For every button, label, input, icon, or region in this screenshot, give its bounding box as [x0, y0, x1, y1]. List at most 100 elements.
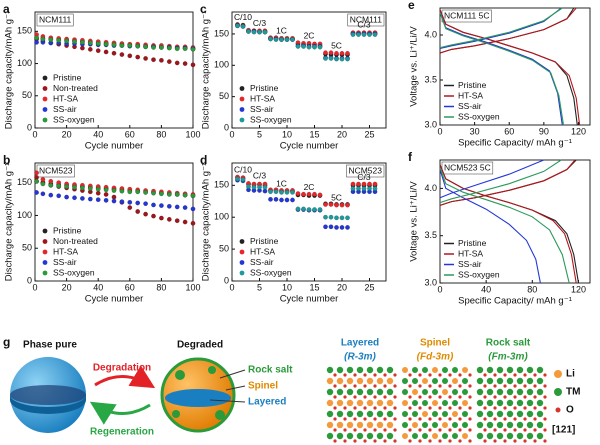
marker	[273, 37, 279, 42]
chart-title: NCM523	[348, 165, 382, 175]
legend-label: SS-air	[53, 257, 77, 267]
atom	[432, 411, 438, 417]
atom	[336, 388, 344, 396]
atom	[402, 400, 408, 406]
atom	[356, 432, 364, 440]
atom	[408, 395, 412, 399]
marker	[158, 203, 164, 209]
legend-swatch	[42, 270, 48, 276]
atom	[513, 384, 517, 388]
x-axis-label: Specific Capacity/ mAh g⁻¹	[458, 296, 572, 307]
marker	[40, 181, 46, 187]
legend-label: TM	[566, 387, 580, 398]
atom	[506, 410, 514, 418]
phase-label: Layered	[248, 397, 286, 408]
x-tick-label: 80	[527, 284, 537, 294]
x-tick-label: 5	[257, 282, 262, 292]
atom	[333, 439, 337, 443]
marker	[72, 195, 77, 201]
atom	[386, 421, 394, 429]
marker	[339, 202, 345, 208]
atom	[373, 395, 377, 399]
atom	[422, 378, 428, 384]
marker	[56, 183, 62, 189]
x-tick-label: 0	[32, 129, 37, 139]
x-tick-label: 60	[125, 282, 135, 292]
y-tick-label: 0	[224, 122, 229, 132]
space-group: (Fd-3m)	[417, 352, 454, 363]
y-tick-label: 100	[17, 58, 32, 68]
legend-label: Li	[566, 369, 575, 380]
atom	[516, 410, 524, 418]
marker	[87, 40, 93, 46]
y-tick-label: 50	[219, 91, 229, 101]
atom	[533, 384, 537, 388]
plot-frame	[34, 11, 194, 129]
marker	[350, 181, 356, 187]
marker	[56, 193, 62, 199]
x-axis-label: Cycle number	[85, 294, 144, 305]
x-tick-label: 20	[337, 129, 347, 139]
atom	[356, 421, 364, 429]
patch	[208, 366, 216, 374]
atom	[543, 428, 547, 432]
plot-frame	[439, 7, 591, 126]
atom	[343, 417, 347, 421]
atom	[336, 366, 344, 374]
caption: Phase pure	[23, 340, 77, 351]
atom	[333, 406, 337, 410]
y-tick-label: 0	[224, 275, 229, 285]
x-tick-label: 20	[62, 129, 72, 139]
panel-label: b	[3, 153, 10, 167]
marker	[158, 191, 164, 197]
marker	[151, 190, 156, 196]
atom	[343, 439, 347, 443]
marker	[290, 189, 295, 195]
atom	[333, 384, 337, 388]
atom	[418, 439, 422, 443]
phase-label: Rock salt	[248, 365, 293, 376]
y-axis-label: Discharge capacity/mAh g⁻¹	[201, 163, 212, 282]
atom	[523, 406, 527, 410]
atom	[533, 395, 537, 399]
atom	[442, 400, 448, 406]
atom	[432, 367, 438, 373]
marker	[158, 45, 164, 50]
atom	[418, 395, 422, 399]
legend-label: Pristine	[250, 83, 279, 93]
marker	[151, 57, 156, 63]
marker	[301, 44, 306, 49]
marker	[284, 37, 290, 42]
x-tick-label: 30	[470, 126, 480, 136]
atom	[373, 384, 377, 388]
marker	[262, 29, 268, 35]
marker	[339, 215, 345, 221]
atom	[408, 373, 412, 377]
marker	[339, 56, 345, 62]
atom	[533, 406, 537, 410]
atom	[513, 406, 517, 410]
atom	[476, 410, 484, 418]
legend-label: Non-treated	[53, 83, 98, 93]
atom	[468, 428, 472, 432]
marker	[127, 205, 133, 210]
marker	[367, 181, 372, 187]
atom	[526, 421, 534, 429]
marker	[345, 202, 350, 208]
y-axis-label: Discharge capacity/mAh g⁻¹	[4, 11, 15, 130]
atom	[516, 432, 524, 440]
atom	[336, 377, 344, 385]
marker	[356, 186, 361, 191]
legend-swatch	[239, 249, 245, 255]
atom	[458, 384, 462, 388]
atom	[503, 384, 507, 388]
marker	[166, 192, 172, 197]
atom	[462, 400, 468, 406]
atom	[326, 421, 334, 429]
marker	[350, 186, 356, 191]
marker	[166, 59, 172, 65]
atom	[486, 388, 494, 396]
atom	[486, 366, 494, 374]
legend-label: Pristine	[458, 238, 487, 248]
